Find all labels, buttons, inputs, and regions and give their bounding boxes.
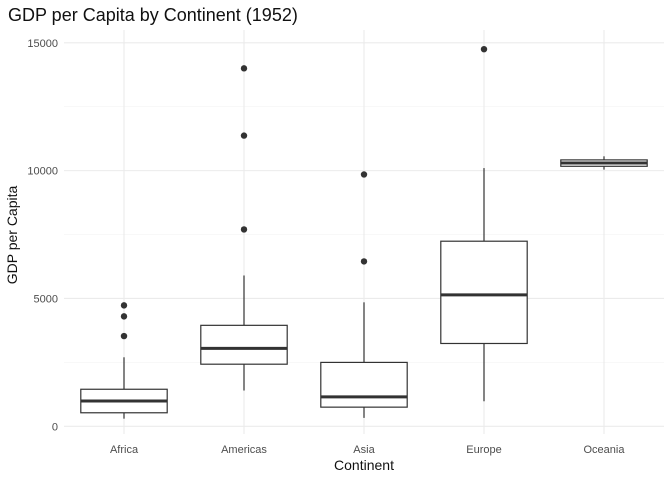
x-tick-label: Americas	[221, 444, 267, 456]
boxes	[80, 45, 648, 419]
y-tick-label: 5000	[34, 293, 58, 305]
box-iqr	[440, 240, 528, 345]
x-tick-label: Europe	[466, 444, 501, 456]
outlier-point	[360, 258, 368, 265]
y-tick-label: 0	[52, 421, 58, 433]
outlier-point	[240, 226, 248, 233]
outlier-point	[240, 65, 248, 72]
box-group-oceania	[560, 156, 648, 170]
y-axis-title: GDP per Capita	[4, 186, 20, 285]
box-group-europe	[440, 45, 528, 402]
box-group-africa	[80, 302, 168, 419]
x-axis-title: Continent	[334, 457, 394, 473]
x-axis-ticks: Africa Americas Asia Europe Oceania	[110, 444, 625, 456]
x-tick-label: Asia	[353, 444, 375, 456]
outlier-point	[360, 171, 368, 178]
outlier-point	[120, 332, 128, 340]
box-iqr	[200, 324, 288, 365]
x-tick-label: Oceania	[584, 444, 626, 456]
y-axis-ticks: 0 5000 10000 15000	[27, 38, 58, 434]
outlier-point	[240, 132, 248, 139]
chart-title: GDP per Capita by Continent (1952)	[8, 5, 298, 25]
outlier-point	[480, 45, 488, 53]
box-group-americas	[200, 65, 288, 391]
y-tick-label: 10000	[27, 166, 58, 178]
box-iqr	[320, 361, 408, 408]
box-group-asia	[320, 171, 408, 418]
outlier-point	[120, 313, 128, 320]
outlier-point	[120, 302, 128, 309]
x-tick-label: Africa	[110, 444, 139, 456]
y-tick-label: 15000	[27, 38, 58, 50]
